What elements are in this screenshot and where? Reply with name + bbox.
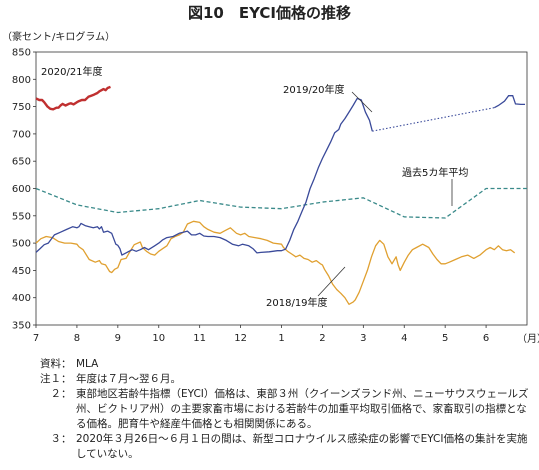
y-tick-label: 550 xyxy=(12,211,31,222)
x-axis-label: （月） xyxy=(517,333,539,345)
note-3: ３： 2020年３月26日～６月１日の間は、新型コロナウイルス感染症の影響でEY… xyxy=(40,432,536,462)
y-tick-label: 850 xyxy=(12,48,31,59)
x-tick-label: 1 xyxy=(278,333,284,344)
y-tick-label: 350 xyxy=(12,321,31,332)
y-tick-label: 750 xyxy=(12,102,31,113)
chart-title: 図10 EYCI価格の推移 xyxy=(187,4,352,22)
x-tick-label: 3 xyxy=(360,333,366,344)
y-tick-label: 400 xyxy=(12,293,31,304)
series-2019-20-line xyxy=(35,97,373,256)
note-source: 資料： MLA xyxy=(40,357,536,372)
series-5yr-avg-line xyxy=(35,187,527,219)
x-tick-label: 9 xyxy=(115,333,121,344)
x-tick-label: 12 xyxy=(234,333,247,344)
series-label-2019-20: 2019/20年度 xyxy=(283,83,345,96)
note-label: 注１： xyxy=(40,373,72,385)
x-tick-label: 5 xyxy=(442,333,448,344)
series-label-2020-21: 2020/21年度 xyxy=(41,65,103,78)
series-layer xyxy=(35,85,527,305)
note-text: 年度は７月～翌６月。 xyxy=(76,373,181,385)
x-tick-label: 7 xyxy=(33,333,39,344)
x-tick-label: 8 xyxy=(74,333,80,344)
y-axis-label: （豪セント/キログラム） xyxy=(2,30,115,43)
note-2: ２： 東部地区若齢牛指標（EYCI）価格は、東部３州（クイーンズランド州、ニュー… xyxy=(40,387,536,432)
series-label-2018-19: 2018/19年度 xyxy=(266,296,328,309)
x-tick-label: 2 xyxy=(319,333,325,344)
x-tick-label: 6 xyxy=(483,333,489,344)
y-tick-label: 600 xyxy=(12,184,31,195)
y-tick-label: 700 xyxy=(12,129,31,140)
annotation-layer: 2020/21年度 2019/20年度 過去5カ年平均 2018/19年度 xyxy=(41,65,468,309)
y-tick-label: 650 xyxy=(12,157,31,168)
series-2018-19-line xyxy=(35,220,516,305)
eyci-line-chart: （豪セント/キログラム） （月） 350 400 450 500 550 600 650 70… xyxy=(2,30,539,345)
chart-notes: 資料： MLA 注１： 年度は７月～翌６月。 ２： 東部地区若齢牛指標（EYCI… xyxy=(40,357,536,462)
y-tick-label: 450 xyxy=(12,266,31,277)
leader-2019-20 xyxy=(351,91,373,113)
series-2019-20-gap-line xyxy=(372,107,495,132)
note-label: ２： xyxy=(40,388,72,400)
note-label: ３： xyxy=(40,433,72,445)
x-tick-label: 4 xyxy=(401,333,407,344)
x-tick-label: 10 xyxy=(152,333,165,344)
series-label-5yr-avg: 過去5カ年平均 xyxy=(402,166,468,179)
y-tick-label: 500 xyxy=(12,239,31,250)
y-tick-label: 800 xyxy=(12,75,31,86)
series-2019-20-line-resumed xyxy=(493,95,525,109)
note-1: 注１： 年度は７月～翌６月。 xyxy=(40,372,536,387)
note-text: 2020年３月26日～６月１日の間は、新型コロナウイルス感染症の影響でEYCI価… xyxy=(76,433,528,460)
series-2020-21-line xyxy=(35,85,111,111)
plot-frame xyxy=(35,51,528,326)
x-tick-label: 11 xyxy=(193,333,206,344)
note-text: MLA xyxy=(76,358,99,370)
leader-2018-19 xyxy=(317,266,346,297)
note-text: 東部地区若齢牛指標（EYCI）価格は、東部３州（クイーンズランド州、ニューサウス… xyxy=(76,388,529,430)
note-label: 資料： xyxy=(40,358,72,370)
